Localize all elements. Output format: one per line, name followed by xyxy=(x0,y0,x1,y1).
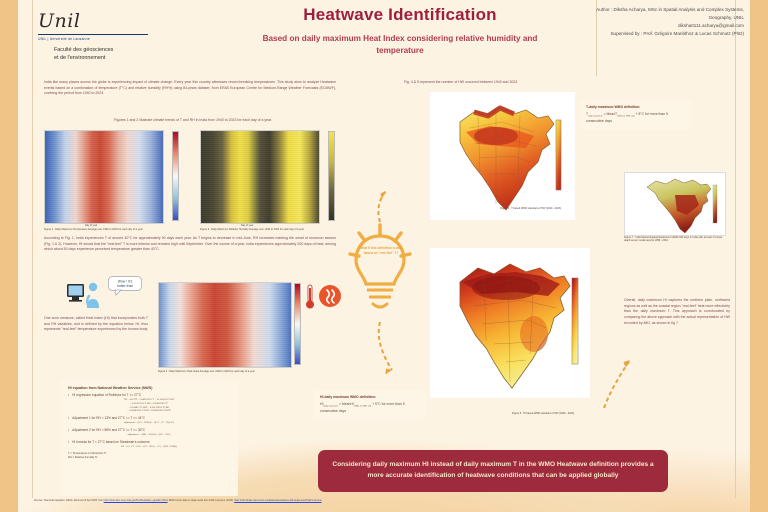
equation-item-4: HI formula for T < 27°C based on Steadma… xyxy=(68,440,230,444)
footer-link-nws[interactable]: https://www.wpc.ncep.noaa.gov/html/heati… xyxy=(103,500,168,502)
unil-logo-subtitle: UNIL | Université de Lausanne xyxy=(38,37,90,41)
right-divider xyxy=(735,0,736,498)
svg-text:Wow ! It's: Wow ! It's xyxy=(118,280,133,284)
figure3-caption: Figure 3 : Daily Maximum Heat Index Aver… xyxy=(158,370,255,373)
intro-paragraph: India like many places across the globe … xyxy=(44,80,336,96)
figure1-caption: Figure 1 : Daily Maximum Temperature Ave… xyxy=(44,228,143,231)
figures-note: Figures 1 and 2 illustrate climate trend… xyxy=(113,118,273,122)
t-wmo-definition-card: T-daily maximum WMO definition: Tdaily m… xyxy=(580,100,692,130)
unil-logo-rule xyxy=(38,34,148,35)
equation-item-3: Adjustment 2 for RH > 85% and 27°C <= T … xyxy=(68,428,230,432)
hi-wmo-heading: HI-daily maximum WMO definition: xyxy=(320,395,376,399)
arrow-up-to-map-icon xyxy=(377,190,387,223)
unil-logo: Unil UNIL | Université de Lausanne Facul… xyxy=(38,10,158,62)
heat-alert-icon xyxy=(319,285,341,307)
heatindex-heatmap-surface xyxy=(159,283,291,367)
arrow-up-right-icon xyxy=(603,359,631,409)
figure1-colorbar xyxy=(172,131,179,221)
india-map-imd xyxy=(646,178,718,234)
conclusion-text: Considering daily maximum HI instead of … xyxy=(332,461,654,479)
t-wmo-heading: T-daily maximum WMO definition: xyxy=(586,105,641,109)
figure4-caption: Figure 4 : T based WMO standard of HW (1… xyxy=(500,207,562,210)
poster-title: Heatwave Identification xyxy=(303,5,497,24)
figure4-map-container xyxy=(430,92,575,220)
speech-bubble-icon: Wow ! It's hotter than xyxy=(108,276,142,296)
left-divider xyxy=(32,0,33,498)
conclusion-banner: Considering daily maximum HI instead of … xyxy=(318,450,668,492)
faculty-name: Faculté des géosciences et de l'environn… xyxy=(54,47,114,62)
person-reading-icon xyxy=(67,282,99,308)
figure2-humidity-heatmap xyxy=(200,130,320,224)
figure1-temperature-heatmap xyxy=(44,130,164,224)
figure7-caption: Figure 7 : India Meteorological Departme… xyxy=(624,236,723,243)
lightbulb-question-text: What if this definition is also based on… xyxy=(359,246,403,255)
figure1-xlabel: Day of year xyxy=(85,224,98,227)
analysis-paragraph: According to Fig. 1, India experiences T… xyxy=(44,236,336,252)
equation-footnotes: T = Temperature in Fahrenheit °F RH = Re… xyxy=(68,452,107,460)
figure2-xlabel: Day of year xyxy=(241,224,254,227)
equation-item-1: HI regression equation of Rothfusz for T… xyxy=(68,393,230,397)
equation-3-body: adjustment = ((RH − 85)/10) · ((87 − T)/… xyxy=(127,432,171,436)
author-divider xyxy=(596,0,597,76)
figure3-colorbar xyxy=(294,283,301,365)
temperature-heatmap-surface xyxy=(45,131,163,223)
lightbulb-icon xyxy=(348,223,412,309)
humidity-heatmap-surface xyxy=(201,131,319,223)
unil-logo-script: Unil xyxy=(38,10,81,32)
hi-wmo-definition-card: HI-daily maximum WMO definition: HIdaily… xyxy=(314,390,426,420)
footer-link-era5[interactable]: https://cds.climate.copernicus.eu/datase… xyxy=(234,500,322,502)
equation-2-body: adjustment = ((13 − RH)/4) · √((17 − |T … xyxy=(123,421,175,424)
left-edge-strip xyxy=(0,0,18,512)
footer-middle: ; ERA5 hourly data on single levels from… xyxy=(167,500,235,502)
hi-wmo-formula: HIdaily maximum > MeanHI(1961 to 1991 re… xyxy=(320,401,405,414)
poster-subtitle: Based on daily maximum Heat Index consid… xyxy=(262,34,538,56)
equation-item-2: Adjustment 1 for RH < 13% and 27°C <= T … xyxy=(68,416,230,420)
figure3-heatindex-heatmap xyxy=(158,282,292,368)
equation-box-title: HI equation from National Weather Servic… xyxy=(68,386,153,390)
svg-text:hotter than: hotter than xyxy=(117,284,133,288)
right-conclusion-paragraph: Overall, daily maximum HI captures the n… xyxy=(624,298,730,325)
figure5-caption: Figure 5 : HI based WMO standard of HW (… xyxy=(512,412,575,415)
right-edge-strip xyxy=(750,0,768,512)
thermometer-icon xyxy=(306,284,314,309)
hi-equation-box: HI equation from National Weather Servic… xyxy=(60,380,238,496)
figure5-map-container xyxy=(430,248,590,398)
india-map-heatindex xyxy=(459,263,579,389)
india-map-temperature xyxy=(459,105,562,211)
author-block: Author : Diksha Acharya, MSc in Spatial … xyxy=(596,7,744,37)
figure2-colorbar xyxy=(328,131,335,221)
footer-prefix: Sources: Heat Index Equation. (2024). Re… xyxy=(34,500,104,502)
equation-4-body: HI = 0.5 · (T + 61.0 + ((T − 68.0) · 1.2… xyxy=(121,444,177,448)
t-wmo-formula: Tdaily maximum > MeanT(1961 to 1991 ref)… xyxy=(586,111,668,124)
lightbulb-question: What if this definition is also based on… xyxy=(345,222,415,314)
right-figure-note: Fig. 4 & 5 represent the number of HW oc… xyxy=(404,80,519,84)
equation-1-body: HI = -42.379 + 2.04901523·T + 10.1433312… xyxy=(124,398,174,413)
heatindex-paragraph: One such measure, called Heat Index (HI)… xyxy=(44,316,148,332)
sources-footer: Sources: Heat Index Equation. (2024). Re… xyxy=(34,500,734,502)
figure7-map-container xyxy=(624,172,726,236)
arrow-down-to-map-icon xyxy=(377,321,393,375)
figure2-caption: Figure 2 : Daily Maximum Relative Humidi… xyxy=(200,228,305,231)
